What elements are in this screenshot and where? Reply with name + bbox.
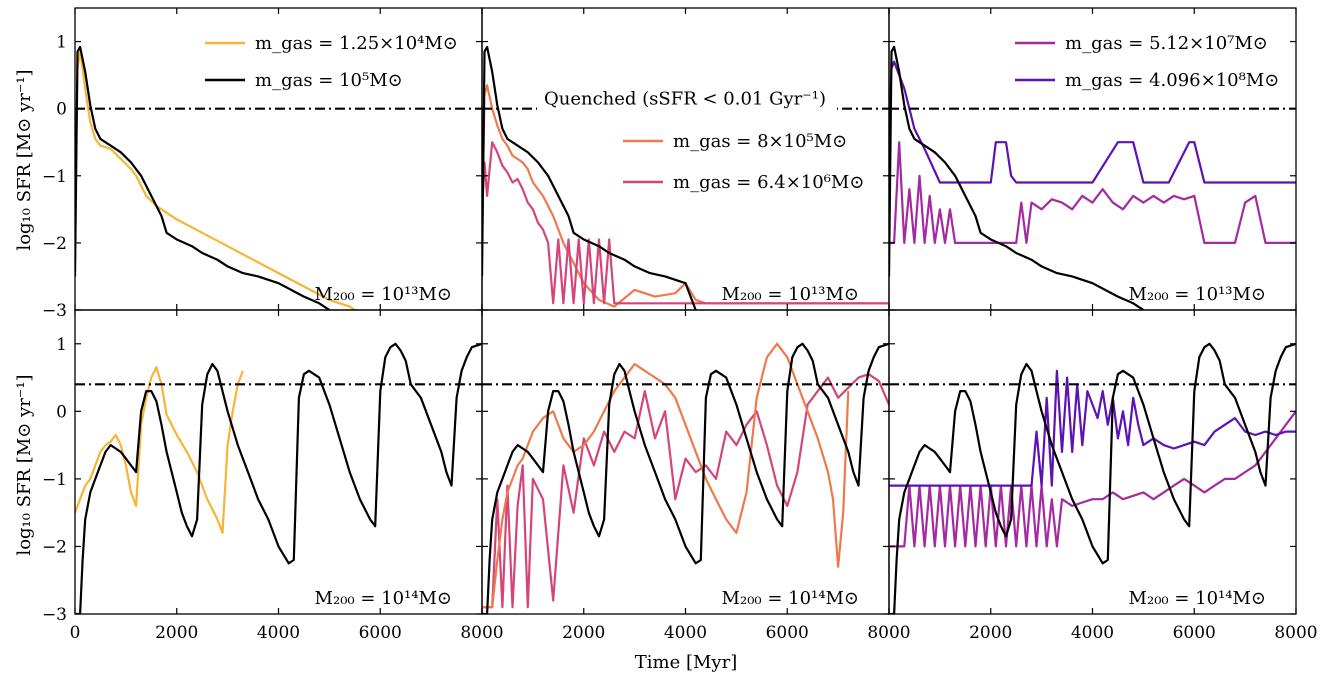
- x-tick-label: 6000: [1173, 623, 1216, 643]
- panel-bottom-right: 2000 4000 6000 8000 M₂₀₀ = 10¹⁴M⊙: [888, 309, 1318, 643]
- series-line-black: [889, 342, 1296, 614]
- x-tick-label: 0: [70, 623, 81, 643]
- y-tick-label: 0: [56, 100, 67, 120]
- x-tick-label: 4000: [257, 623, 300, 643]
- y-axis-title-bottom: log₁₀ SFR [M⊙ yr⁻¹]: [14, 374, 35, 555]
- x-tick-label: 8000: [460, 623, 503, 643]
- x-tick-label: 4000: [664, 623, 707, 643]
- series-line-black: [75, 45, 331, 310]
- y-tick-label: 0: [56, 402, 67, 422]
- y-tick-label: −2: [42, 537, 67, 557]
- legend-label: m_gas = 5.12×10⁷M⊙: [1065, 33, 1268, 54]
- halo-mass-annotation: M₂₀₀ = 10¹³M⊙: [1129, 284, 1266, 305]
- x-tick-label: 6000: [359, 623, 402, 643]
- y-tick-label: −3: [42, 301, 67, 321]
- legend-label: m_gas = 10⁵M⊙: [255, 70, 403, 91]
- panel-top-middle: Quenched (sSFR < 0.01 Gyr⁻¹) M₂₀₀ = 10¹³M…: [481, 7, 890, 311]
- panel-top-right: M₂₀₀ = 10¹³M⊙ m_gas = 5.12×10⁷M⊙ m_gas = 4…: [888, 7, 1297, 311]
- panels-group: −3 −2 −1 0 1 M₂₀₀ = 10¹³M⊙ m_gas = 1.25×10⁴M⊙ m…: [42, 7, 1318, 643]
- y-tick-label: 1: [56, 335, 67, 355]
- series-group: [75, 342, 482, 614]
- halo-mass-annotation: M₂₀₀ = 10¹³M⊙: [315, 284, 452, 305]
- series-line-magenta: [889, 141, 1296, 244]
- series-line-yellow: [75, 50, 356, 310]
- series-group: [75, 45, 356, 310]
- y-tick-label: 1: [56, 33, 67, 53]
- y-tick-label: −1: [42, 167, 67, 187]
- x-tick-label: 2000: [562, 623, 605, 643]
- series-line-pink: [482, 373, 889, 609]
- y-tick-label: −2: [42, 234, 67, 254]
- threshold-label: Quenched (sSFR < 0.01 Gyr⁻¹): [544, 89, 826, 110]
- x-tick-label: 2000: [969, 623, 1012, 643]
- x-tick-label: 8000: [867, 623, 910, 643]
- series-line-black: [482, 342, 889, 614]
- panel-frame: [481, 7, 890, 311]
- series-line-orange: [482, 84, 889, 308]
- halo-mass-annotation: M₂₀₀ = 10¹⁴M⊙: [722, 588, 859, 609]
- halo-mass-annotation: M₂₀₀ = 10¹⁴M⊙: [315, 588, 452, 609]
- x-axis-title: Time [Myr]: [635, 652, 737, 673]
- series-group: [889, 342, 1296, 614]
- series-line-black: [889, 45, 1145, 310]
- panel-top-left: −3 −2 −1 0 1 M₂₀₀ = 10¹³M⊙ m_gas = 1.25×10⁴M⊙ m…: [42, 7, 483, 321]
- x-tick-label: 6000: [766, 623, 809, 643]
- halo-mass-annotation: M₂₀₀ = 10¹⁴M⊙: [1129, 588, 1266, 609]
- y-axis-title-top: log₁₀ SFR [M⊙ yr⁻¹]: [14, 69, 35, 250]
- series-line-yellow: [75, 366, 244, 535]
- series-line-black: [482, 45, 697, 310]
- panel-bottom-left: −3 −2 −1 0 1 0 2000 4000 6000 8000 M₂₀₀ = 10¹⁴M⊙: [42, 309, 504, 643]
- threshold-label-bg: [537, 86, 837, 111]
- y-tick-label: −3: [42, 605, 67, 625]
- x-tick-label: 4000: [1071, 623, 1114, 643]
- legend-label: m_gas = 6.4×10⁶M⊙: [673, 172, 864, 193]
- series-line-pink: [482, 141, 889, 305]
- series-line-black: [75, 342, 482, 614]
- x-tick-label: 8000: [1274, 623, 1317, 643]
- halo-mass-annotation: M₂₀₀ = 10¹³M⊙: [722, 284, 859, 305]
- legend-label: m_gas = 4.096×10⁸M⊙: [1065, 70, 1279, 91]
- series-line-magenta: [889, 410, 1296, 548]
- legend-label: m_gas = 8×10⁵M⊙: [673, 131, 847, 152]
- series-group: [482, 45, 889, 310]
- series-line-purple: [889, 369, 1296, 487]
- x-tick-label: 2000: [155, 623, 198, 643]
- y-tick-label: −1: [42, 470, 67, 490]
- legend-label: m_gas = 1.25×10⁴M⊙: [255, 33, 458, 54]
- panel-bottom-middle: 2000 4000 6000 8000 M₂₀₀ = 10¹⁴M⊙: [481, 309, 911, 643]
